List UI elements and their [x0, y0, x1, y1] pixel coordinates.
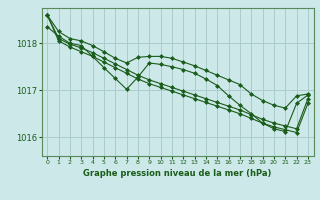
X-axis label: Graphe pression niveau de la mer (hPa): Graphe pression niveau de la mer (hPa): [84, 169, 272, 178]
